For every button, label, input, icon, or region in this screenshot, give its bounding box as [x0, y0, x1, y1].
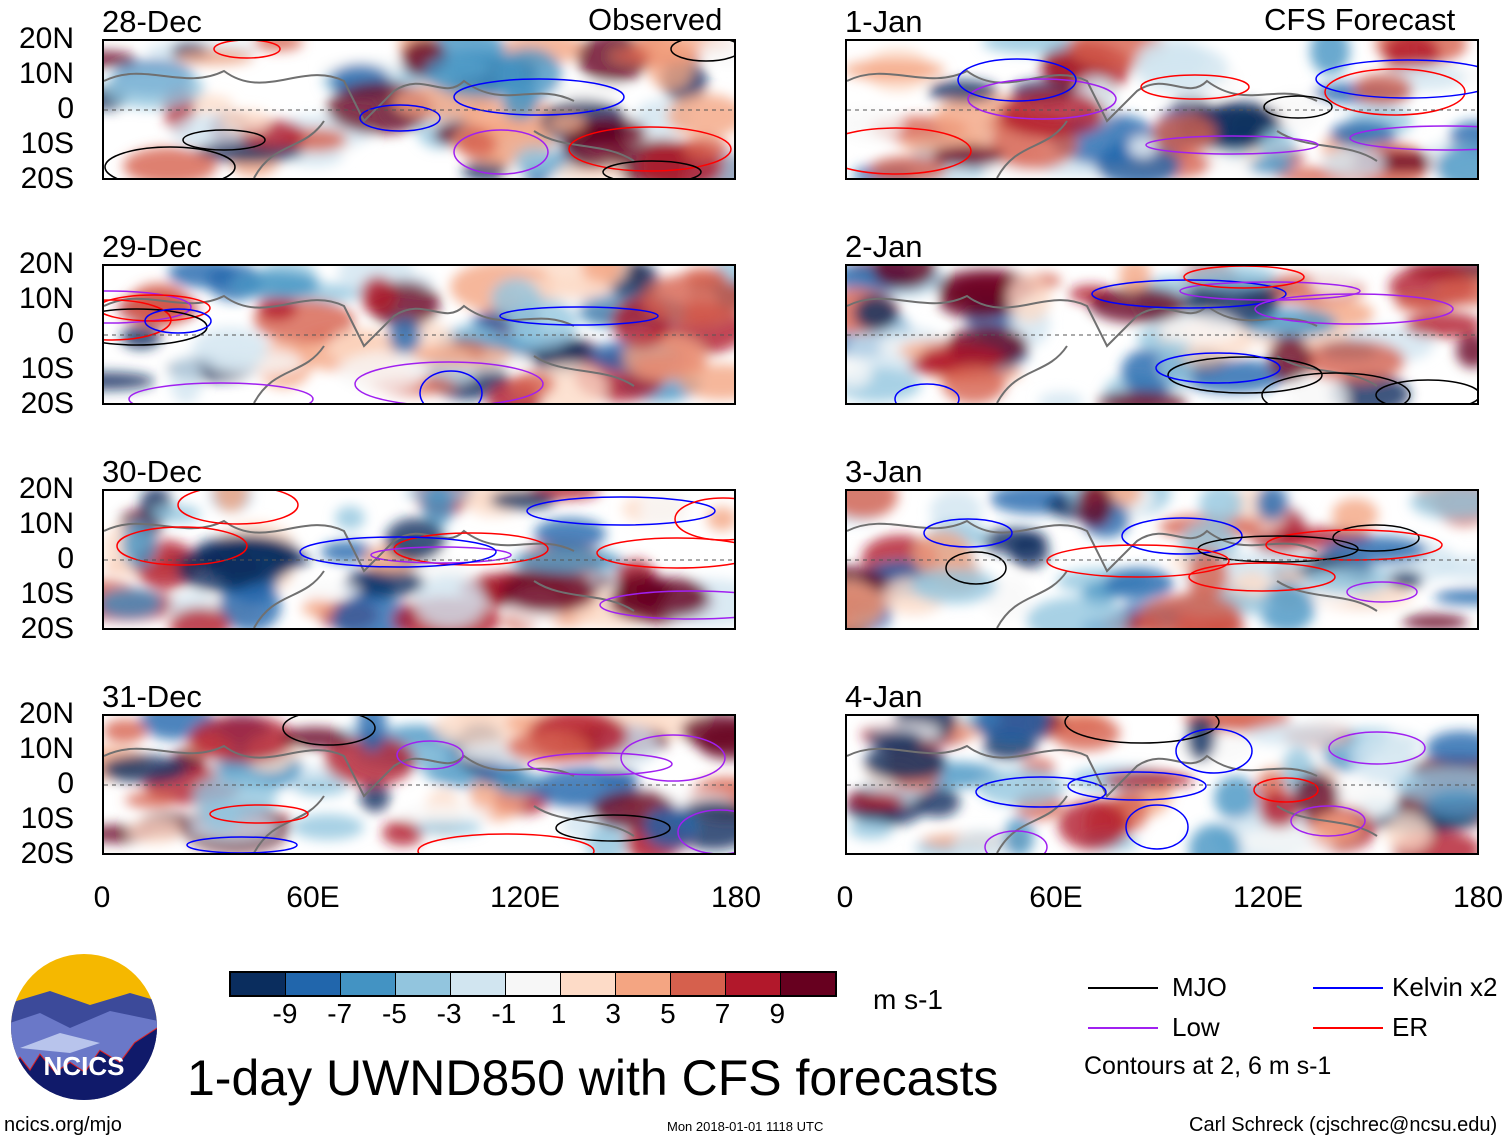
legend-mjo-line [1088, 987, 1158, 989]
colorbar-tick: 3 [605, 998, 621, 1029]
lat-label: 0 [57, 767, 74, 800]
footer-url: ncics.org/mjo [4, 1114, 122, 1136]
lat-label: 10S [20, 127, 74, 160]
panel-date: 1-Jan [845, 4, 923, 39]
lon-label: 60E [286, 881, 340, 914]
lon-label: 120E [489, 881, 561, 914]
figure-title: 1-day UWND850 with CFS forecasts [187, 1050, 999, 1106]
lat-label: 10S [20, 352, 74, 385]
lat-label: 20S [20, 612, 74, 645]
lat-label: 20S [20, 387, 74, 420]
lat-label: 20N [18, 472, 74, 505]
lat-label: 10S [20, 802, 74, 835]
lat-label: 0 [57, 542, 74, 575]
colorbar-units: m s-1 [873, 984, 943, 1015]
lat-label: 20N [18, 697, 74, 730]
panel-date: 2-Jan [845, 229, 923, 264]
map-panel [845, 39, 1479, 180]
panel-date: 4-Jan [845, 679, 923, 714]
panel-date: 30-Dec [102, 454, 202, 489]
colorbar [229, 971, 837, 997]
legend-er-label: ER [1392, 1012, 1429, 1042]
map-panel [102, 264, 736, 405]
legend-kelvin-label: Kelvin x2 [1392, 972, 1498, 1002]
ncics-logo: NCICS [10, 953, 158, 1101]
lat-label: 0 [57, 317, 74, 350]
lon-label: 120E [1232, 881, 1304, 914]
map-panel [102, 489, 736, 630]
colorbar-tick: 9 [769, 998, 786, 1029]
colorbar-swatch [781, 973, 835, 995]
panel-date: 31-Dec [102, 679, 202, 714]
lat-label: 0 [57, 92, 74, 125]
lat-label: 10N [18, 57, 74, 90]
colorbar-swatch [451, 973, 506, 995]
colorbar-tick: 5 [660, 998, 676, 1029]
lat-label: 20N [18, 22, 74, 55]
colorbar-swatch [286, 973, 341, 995]
lon-label: 180 [1452, 881, 1504, 914]
lat-label: 20S [20, 837, 74, 870]
lat-label: 20N [18, 247, 74, 280]
panel-date: 29-Dec [102, 229, 202, 264]
logo-text: NCICS [44, 1051, 125, 1081]
map-panel [845, 264, 1479, 405]
observed-header: Observed [588, 2, 723, 37]
colorbar-swatch [726, 973, 781, 995]
colorbar-swatch [561, 973, 616, 995]
legend-er-line [1313, 1027, 1383, 1029]
colorbar-swatch [616, 973, 671, 995]
lon-label: 0 [93, 881, 111, 914]
legend-low-label: Low [1172, 1012, 1220, 1042]
lat-label: 10N [18, 507, 74, 540]
colorbar-tick: -9 [272, 998, 298, 1029]
lon-label: 0 [836, 881, 854, 914]
contour-note: Contours at 2, 6 m s-1 [1084, 1052, 1332, 1080]
legend-low-line [1088, 1027, 1158, 1029]
colorbar-swatch [231, 973, 286, 995]
lon-label: 180 [710, 881, 762, 914]
legend-mjo-label: MJO [1172, 972, 1227, 1002]
panel-date: 28-Dec [102, 4, 202, 39]
colorbar-tick: 1 [550, 998, 567, 1029]
colorbar-tick: -5 [381, 998, 407, 1029]
lon-label: 60E [1029, 881, 1083, 914]
forecast-header: CFS Forecast [1264, 2, 1456, 37]
lat-label: 10N [18, 282, 74, 315]
footer-timestamp: Mon 2018-01-01 1118 UTC [667, 1119, 824, 1134]
lat-label: 10S [20, 577, 74, 610]
colorbar-tick: 7 [714, 998, 731, 1029]
lat-label: 20S [20, 162, 74, 195]
map-panel [845, 489, 1479, 630]
legend-kelvin-line [1313, 987, 1383, 989]
map-panel [102, 39, 736, 180]
colorbar-tick: -3 [436, 998, 462, 1029]
colorbar-swatch [506, 973, 561, 995]
panel-date: 3-Jan [845, 454, 923, 489]
colorbar-swatch [396, 973, 451, 995]
colorbar-swatch [341, 973, 396, 995]
map-panel [102, 714, 736, 855]
colorbar-tick: -1 [491, 998, 517, 1029]
colorbar-swatch [671, 973, 726, 995]
lat-label: 10N [18, 732, 74, 765]
map-panel [845, 714, 1479, 855]
colorbar-tick: -7 [327, 998, 353, 1029]
footer-author: Carl Schreck (cjschrec@ncsu.edu) [1189, 1114, 1498, 1136]
